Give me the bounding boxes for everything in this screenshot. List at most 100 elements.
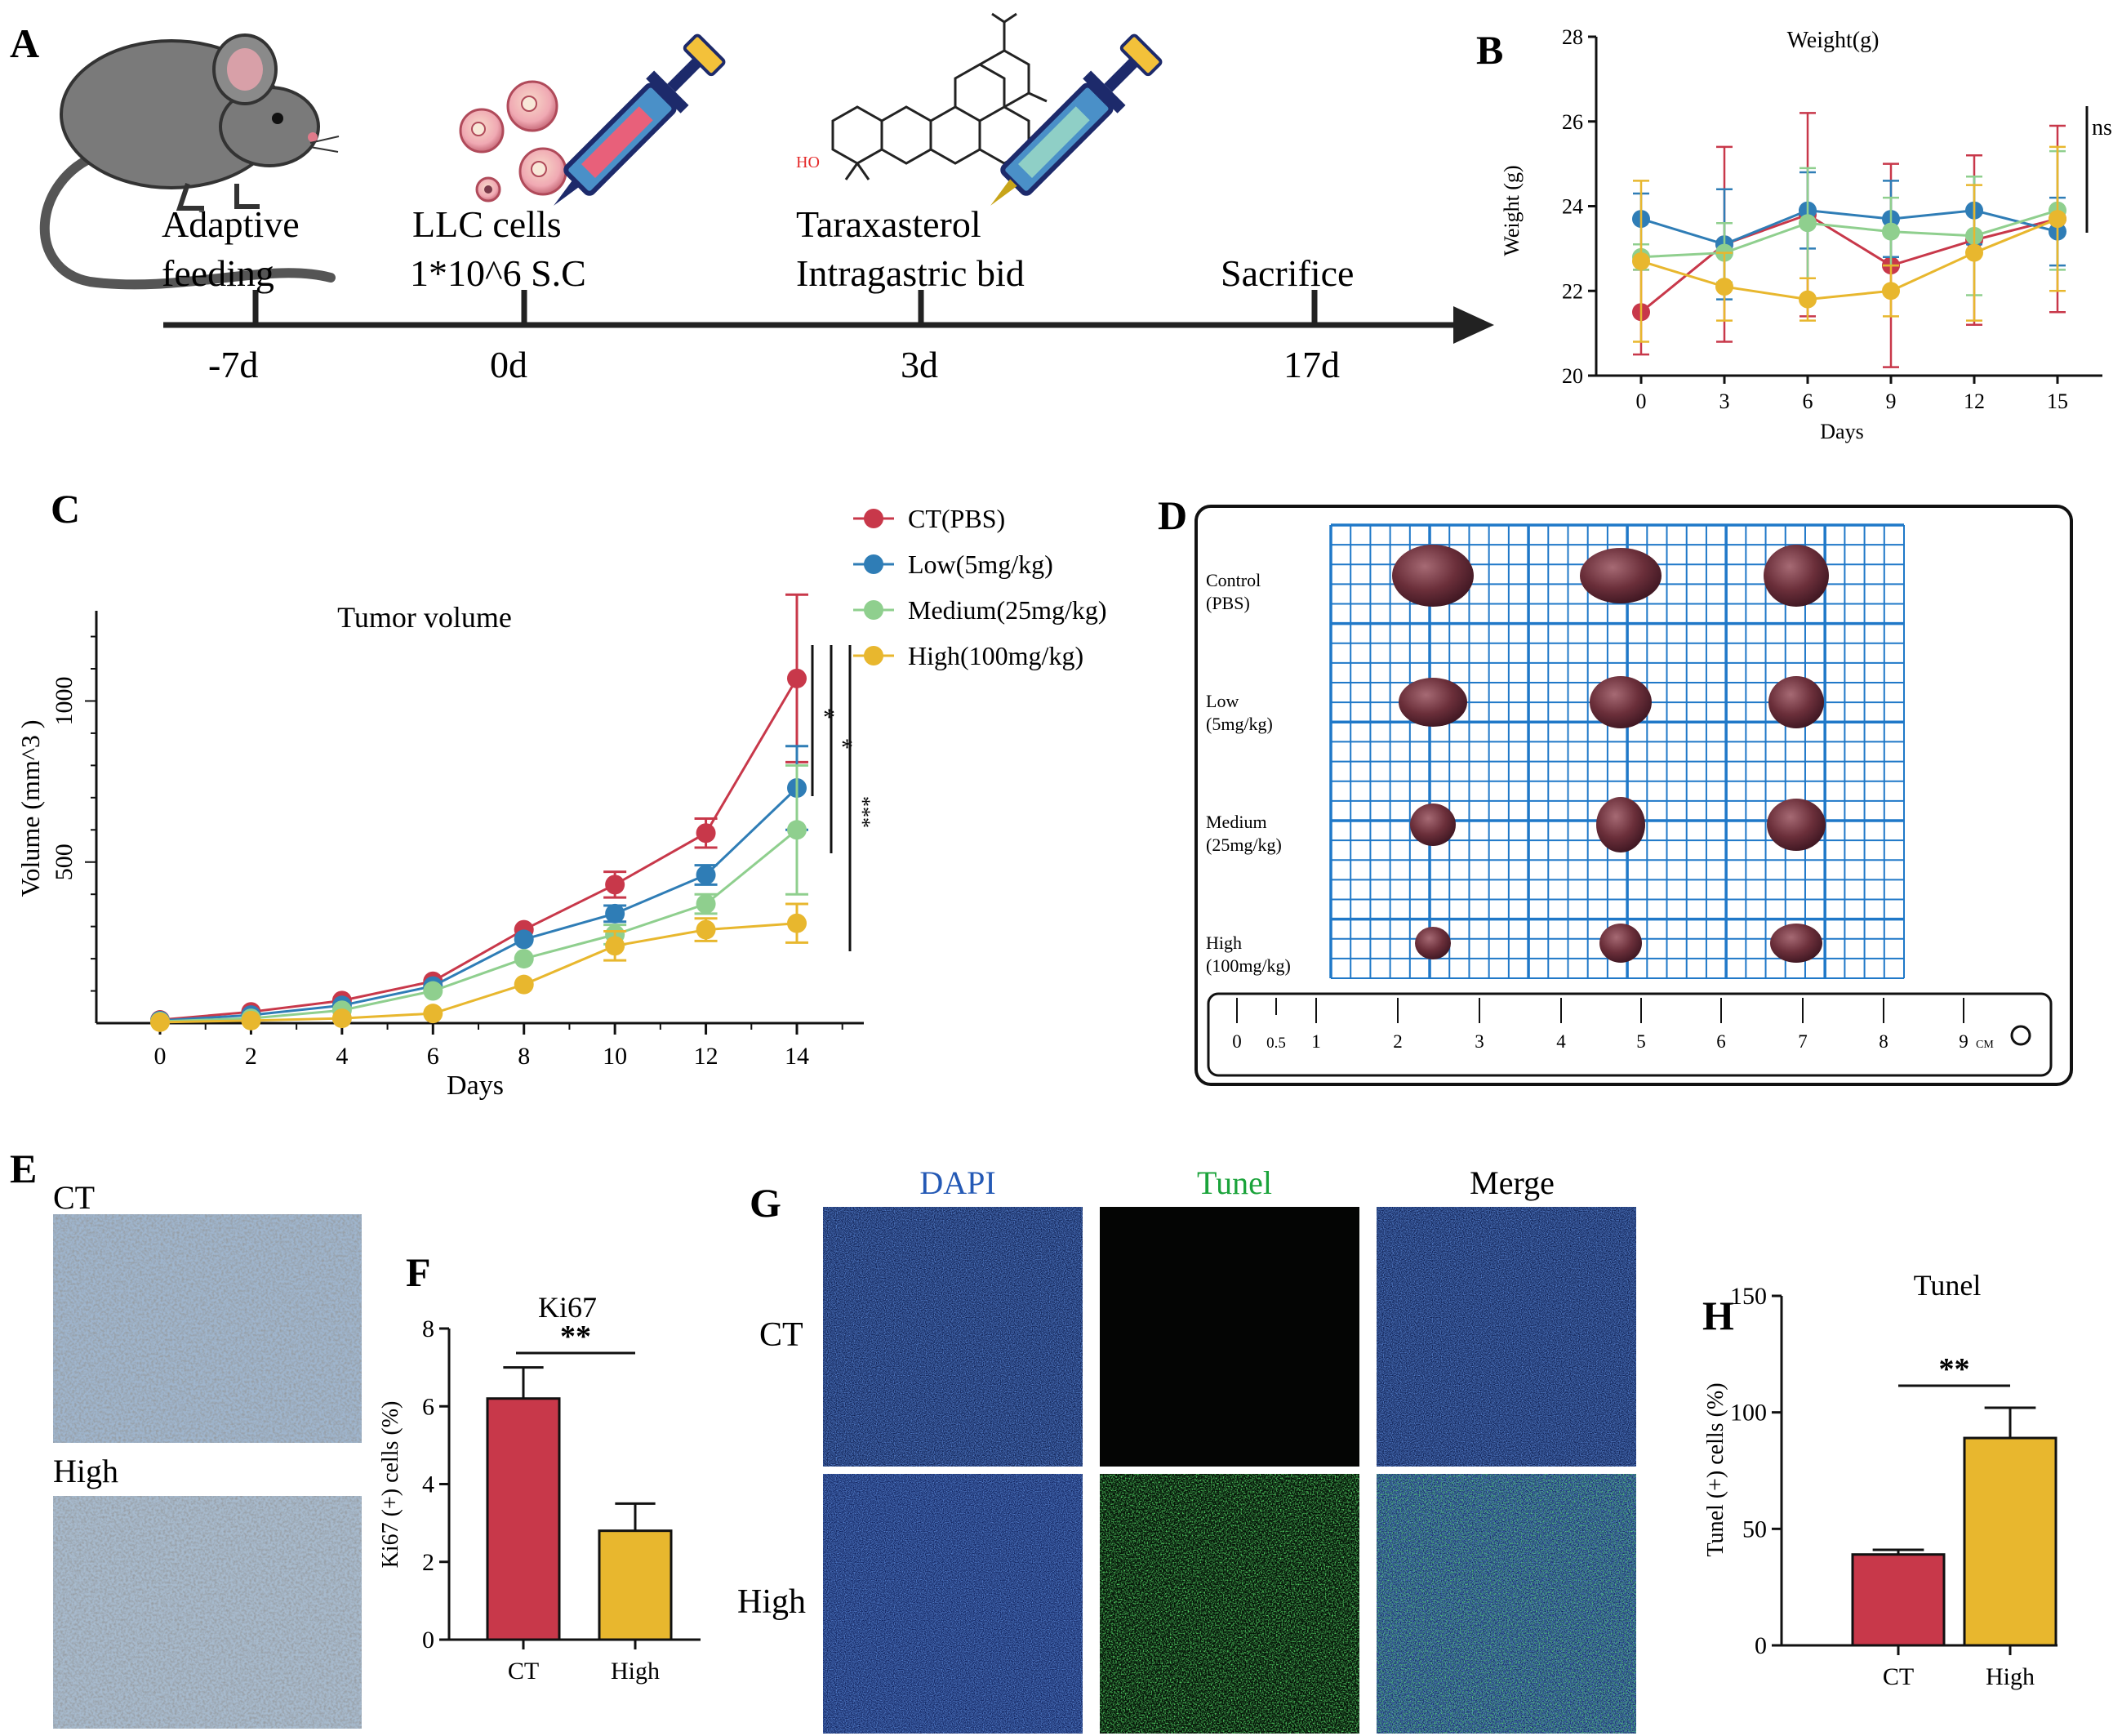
tumor-sample — [1770, 924, 1822, 963]
series-line-medium — [1640, 209, 2058, 259]
label-high: High — [53, 1453, 118, 1489]
legend-marker — [864, 554, 883, 574]
data-point — [787, 820, 807, 840]
significance-label: * — [841, 734, 853, 761]
y-tick-label: 8 — [422, 1315, 434, 1342]
series-line-ct — [1640, 213, 2058, 314]
legend-marker — [864, 600, 883, 620]
timepoint-label: 3d — [901, 344, 938, 385]
panel-h: H 0 50 100 150 CT High Tunel Tunel (+) cells (%… — [1702, 1269, 2057, 1690]
x-tick-label: CT — [508, 1658, 539, 1685]
significance-label: * — [823, 704, 835, 731]
data-point — [1715, 278, 1733, 296]
weight-chart: 20 22 24 26 28 0 3 6 9 12 15 Days Weight (g) Weight(g… — [1500, 25, 2112, 443]
panel-label-f: F — [406, 1249, 431, 1295]
x-tick-label: 0 — [1636, 389, 1647, 413]
y-tick-label: 150 — [1730, 1283, 1767, 1310]
y-tick-label: 24 — [1562, 195, 1583, 219]
bar-ct — [486, 1397, 561, 1641]
dapi-image-high — [823, 1474, 1083, 1734]
x-axis-label: Days — [1820, 420, 1863, 443]
tumor-sample — [1392, 545, 1474, 607]
chart-title: Tunel — [1914, 1269, 1982, 1302]
timepoint-label: 0d — [490, 344, 527, 385]
timepoint-label: 17d — [1283, 344, 1340, 385]
tumor-volume-chart: 500 1000 0 2 4 6 8 10 12 14 Days Volume (mm^3 ) Tumo… — [16, 593, 874, 1101]
merge-image-high — [1377, 1474, 1636, 1734]
ihc-image-high — [53, 1496, 362, 1729]
significance-label: ** — [560, 1320, 591, 1354]
tumor-sample — [1596, 797, 1645, 852]
x-tick-label: 14 — [785, 1043, 809, 1070]
tumor-sample — [1580, 548, 1662, 603]
data-point — [696, 894, 716, 915]
data-point — [605, 875, 625, 895]
data-point — [331, 1008, 352, 1029]
x-tick-label: 6 — [427, 1043, 439, 1070]
panel-e: E CT High — [10, 1146, 362, 1729]
x-tick-label: 10 — [603, 1043, 627, 1070]
series-line-high — [1640, 217, 2058, 301]
legend-marker — [864, 646, 883, 665]
bar-ct — [1851, 1553, 1946, 1647]
x-tick-label: 0 — [154, 1043, 167, 1070]
ihc-image-ct — [53, 1214, 362, 1443]
y-tick-label: 6 — [422, 1393, 434, 1420]
tumor-sample — [1768, 676, 1824, 728]
merge-image-ct — [1377, 1207, 1636, 1467]
x-tick-label: 2 — [245, 1043, 257, 1070]
y-tick-label: 20 — [1562, 364, 1583, 388]
error-bar — [615, 1502, 656, 1531]
y-tick-label: 1000 — [51, 676, 78, 725]
y-axis-label: Ki67 (+) cells (%) — [378, 1401, 403, 1569]
ruler-label: 0 — [1232, 1031, 1242, 1052]
syringe-icon — [554, 33, 726, 206]
tunel-chart: 0 50 100 150 CT High Tunel Tunel (+) cells (%) *… — [1703, 1269, 2057, 1690]
bar-high — [1963, 1436, 2057, 1647]
data-point — [787, 668, 807, 688]
y-tick-label: 100 — [1730, 1400, 1767, 1427]
y-axis-label: Volume (mm^3 ) — [16, 719, 45, 897]
chart-title: Ki67 — [538, 1291, 597, 1324]
col-label-tunel: Tunel — [1197, 1164, 1272, 1201]
x-tick-label: 3 — [1719, 389, 1730, 413]
data-point — [2049, 210, 2066, 229]
data-point — [423, 1004, 443, 1024]
ruler-label: 2 — [1393, 1031, 1403, 1052]
data-point — [1632, 251, 1650, 270]
y-tick-label: 500 — [51, 844, 78, 880]
series-line-ct — [159, 678, 799, 1022]
dapi-image-ct — [823, 1207, 1083, 1467]
legend-label: Medium(25mg/kg) — [908, 595, 1107, 625]
y-tick-label: 22 — [1562, 279, 1583, 303]
ruler-hole-icon — [2010, 1025, 2031, 1046]
mouse-illustration — [39, 33, 340, 290]
data-point — [514, 974, 534, 995]
y-tick-label: 28 — [1562, 25, 1583, 49]
significance-label: *** — [851, 796, 874, 828]
y-axis-label: Weight (g) — [1500, 165, 1524, 256]
y-tick-label: 2 — [422, 1549, 434, 1576]
bar-high — [598, 1529, 673, 1641]
legend-label: CT(PBS) — [908, 504, 1005, 533]
ruler-label: 4 — [1556, 1031, 1566, 1052]
panel-g: G DAPI Tunel Merge CT High — [737, 1164, 1636, 1734]
row-label: Low — [1206, 691, 1239, 711]
data-point — [1799, 290, 1817, 309]
x-tick-label: 6 — [1803, 389, 1813, 413]
x-tick-label: 9 — [1886, 389, 1897, 413]
x-tick-label: High — [611, 1658, 660, 1685]
timepoint-label: -7d — [208, 344, 258, 385]
y-axis-label: Tunel (+) cells (%) — [1703, 1382, 1728, 1556]
series-line-high — [159, 922, 798, 1024]
col-label-merge: Merge — [1470, 1164, 1555, 1201]
tumor-sample — [1764, 545, 1829, 607]
ruler-label: 8 — [1879, 1031, 1888, 1052]
ruler-label: 9 — [1959, 1031, 1969, 1052]
panel-label-e: E — [10, 1146, 37, 1191]
data-point — [423, 981, 443, 1001]
ho-label: HO — [796, 154, 820, 171]
data-point — [1799, 214, 1817, 233]
row-label: High — [1206, 933, 1242, 953]
